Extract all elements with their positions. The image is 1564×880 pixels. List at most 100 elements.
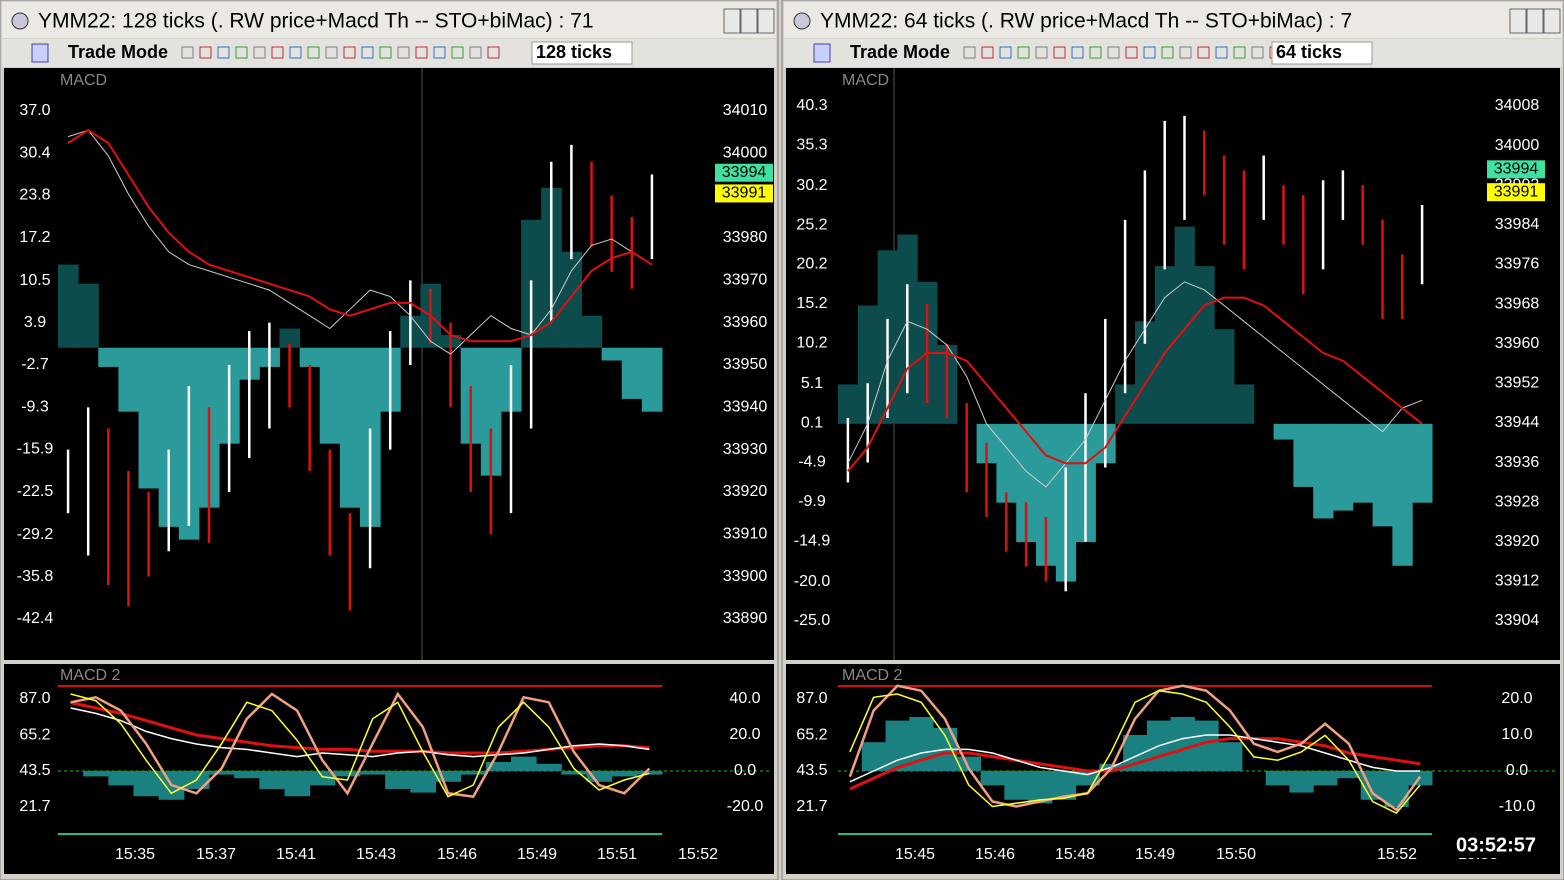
toolbar-icon[interactable]: [487, 46, 500, 59]
y-tick-label: -20.0: [794, 573, 831, 590]
window-close-button[interactable]: [1543, 8, 1561, 34]
window-min-button[interactable]: [723, 8, 741, 34]
lower-histogram-bar: [885, 720, 910, 771]
toolbar-icon[interactable]: [1179, 46, 1192, 59]
lower-histogram-bar: [636, 771, 663, 775]
toolbar-icon[interactable]: [1161, 46, 1174, 59]
panel-label: MACD: [60, 72, 107, 89]
macd-histogram-bar: [1016, 423, 1037, 543]
y-tick-label: -14.9: [794, 533, 831, 550]
toolbar-icon[interactable]: [451, 46, 464, 59]
macd-histogram-bar: [838, 384, 859, 424]
macd-histogram-bar: [480, 347, 502, 476]
time-label: 15:37: [196, 846, 236, 863]
time-axis: [4, 840, 774, 874]
lower-histogram-bar: [861, 742, 887, 771]
macd-line: [70, 707, 650, 758]
window-max-button[interactable]: [1526, 8, 1544, 34]
toolbar-icon[interactable]: [1125, 46, 1138, 59]
lower-histogram-bar: [1336, 771, 1362, 779]
toolbar-icon[interactable]: [433, 46, 446, 59]
window-max-button[interactable]: [740, 8, 758, 34]
toolbar-icon[interactable]: [199, 46, 212, 59]
macd-histogram-bar: [1135, 321, 1156, 424]
time-label: 15:48: [1055, 846, 1095, 863]
toolbar-icon[interactable]: [1143, 46, 1156, 59]
toolbar-icon[interactable]: [1035, 46, 1048, 59]
y2-tick-label: 40.0: [729, 690, 760, 707]
toolbar-icon[interactable]: [235, 46, 248, 59]
toolbar-icon[interactable]: [999, 46, 1012, 59]
y-tick-label: -9.9: [798, 493, 826, 510]
y2-tick-label: 33980: [723, 229, 768, 246]
toolbar-icon[interactable]: [469, 46, 482, 59]
y2-tick-label: 33970: [723, 272, 768, 289]
title-bar: [784, 2, 1562, 38]
y2-tick-label: 20.0: [1501, 690, 1532, 707]
toolbar-icon[interactable]: [379, 46, 392, 59]
y-tick-label: -4.9: [798, 454, 826, 471]
toolbar-mode-icon[interactable]: [813, 43, 831, 63]
toolbar-icon[interactable]: [415, 46, 428, 59]
toolbar-icon[interactable]: [1017, 46, 1030, 59]
fast-line: [70, 693, 650, 798]
toolbar-icon[interactable]: [963, 46, 976, 59]
y-tick-label: 25.2: [796, 216, 827, 233]
y-tick-label: 15.2: [796, 295, 827, 312]
lower-histogram-bar: [309, 771, 336, 786]
y2-tick-label: 33944: [1495, 414, 1540, 431]
toolbar-icon[interactable]: [1197, 46, 1210, 59]
y2-tick-label: 10.0: [1501, 726, 1532, 743]
toolbar-icon[interactable]: [325, 46, 338, 59]
window-min-button[interactable]: [1509, 8, 1527, 34]
toolbar-mode-icon[interactable]: [31, 43, 49, 63]
toolbar-icon[interactable]: [1071, 46, 1084, 59]
y2-tick-label: -10.0: [1499, 798, 1536, 815]
price-marker: 33994: [722, 164, 767, 181]
window-close-button[interactable]: [757, 8, 775, 34]
toolbar-icon[interactable]: [307, 46, 320, 59]
macd-histogram-bar: [1333, 423, 1354, 511]
lower-histogram-bar: [108, 771, 134, 786]
macd-histogram-bar: [1293, 423, 1314, 487]
interval-box[interactable]: [1271, 41, 1373, 65]
toolbar-icon[interactable]: [1107, 46, 1120, 59]
y-tick-label: -29.2: [17, 526, 54, 543]
y2-tick-label: -20.0: [727, 798, 764, 815]
toolbar-icon[interactable]: [253, 46, 266, 59]
toolbar-icon[interactable]: [1251, 46, 1264, 59]
toolbar-icon[interactable]: [271, 46, 284, 59]
toolbar-icon[interactable]: [289, 46, 302, 59]
lower-histogram-bar: [536, 763, 562, 771]
toolbar-icon[interactable]: [397, 46, 410, 59]
stochastic-line: [70, 691, 651, 798]
toolbar-icon[interactable]: [1215, 46, 1228, 59]
y2-tick-label: 33930: [723, 441, 768, 458]
toolbar-icon[interactable]: [361, 46, 374, 59]
toolbar-icon[interactable]: [343, 46, 356, 59]
toolbar-icon[interactable]: [981, 46, 994, 59]
time-label: 15:45: [895, 846, 935, 863]
macd-histogram-bar: [78, 283, 99, 348]
y2-tick-label: 33968: [1495, 295, 1540, 312]
macd-histogram-bar: [601, 347, 623, 361]
macd-histogram-bar: [1174, 226, 1195, 424]
y-tick-label: 30.4: [19, 144, 50, 161]
toolbar-icon[interactable]: [1089, 46, 1102, 59]
macd-histogram-bar: [118, 347, 140, 412]
y-tick-label: 30.2: [796, 177, 827, 194]
lower-histogram-bar: [1028, 771, 1053, 804]
toolbar-icon[interactable]: [1233, 46, 1246, 59]
lower-histogram-bar: [460, 771, 487, 775]
window-title: YMM22: 64 ticks (. RW price+Macd Th -- S…: [820, 10, 1352, 33]
interval-box[interactable]: [531, 41, 633, 65]
toolbar-icon[interactable]: [181, 46, 194, 59]
trade-mode: Trade Mode: [68, 42, 168, 62]
macd-histogram-bar: [279, 328, 301, 348]
toolbar-icon[interactable]: [1053, 46, 1066, 59]
macd-histogram-bar: [299, 347, 321, 367]
window-title: YMM22: 128 ticks (. RW price+Macd Th -- …: [38, 10, 594, 33]
y2-tick-label: 34008: [1495, 97, 1540, 114]
y-tick-label: 17.2: [19, 229, 50, 246]
toolbar-icon[interactable]: [217, 46, 230, 59]
